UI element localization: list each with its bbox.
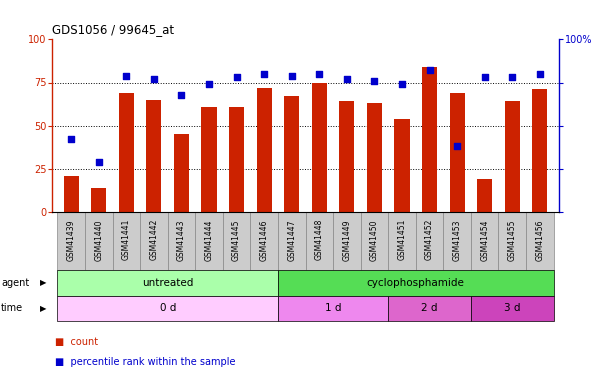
Bar	[471, 212, 499, 270]
Bar	[312, 82, 327, 212]
Bar	[532, 89, 547, 212]
Bar	[196, 212, 223, 270]
Bar	[360, 212, 388, 270]
Text: GSM41448: GSM41448	[315, 219, 324, 261]
Bar	[223, 212, 251, 270]
Bar	[499, 212, 526, 270]
Point	[425, 68, 434, 74]
Bar	[284, 96, 299, 212]
Bar	[526, 212, 554, 270]
Bar	[85, 212, 112, 270]
Point	[535, 71, 544, 77]
Text: ■  count: ■ count	[55, 337, 98, 346]
Bar	[394, 119, 409, 212]
Bar	[278, 296, 388, 321]
Text: ▶: ▶	[40, 304, 46, 313]
Text: ▶: ▶	[40, 278, 46, 287]
Text: GSM41445: GSM41445	[232, 219, 241, 261]
Bar	[229, 106, 244, 212]
Point	[315, 71, 324, 77]
Text: 2 d: 2 d	[421, 303, 437, 313]
Bar	[477, 179, 492, 212]
Bar	[415, 212, 444, 270]
Text: GDS1056 / 99645_at: GDS1056 / 99645_at	[52, 22, 174, 36]
Text: cyclophosphamide: cyclophosphamide	[367, 278, 465, 288]
Bar	[174, 134, 189, 212]
Text: GSM41440: GSM41440	[94, 219, 103, 261]
Bar	[57, 296, 278, 321]
Bar	[471, 296, 554, 321]
Point	[232, 74, 241, 80]
Bar	[146, 100, 161, 212]
Bar	[333, 212, 360, 270]
Text: GSM41453: GSM41453	[453, 219, 461, 261]
Text: GSM41450: GSM41450	[370, 219, 379, 261]
Point	[342, 76, 352, 82]
Bar	[388, 296, 471, 321]
Bar	[57, 270, 278, 296]
Text: untreated: untreated	[142, 278, 193, 288]
Bar	[278, 270, 554, 296]
Bar	[119, 93, 134, 212]
Point	[452, 143, 462, 149]
Bar	[57, 212, 85, 270]
Text: GSM41443: GSM41443	[177, 219, 186, 261]
Text: GSM41455: GSM41455	[508, 219, 517, 261]
Text: GSM41439: GSM41439	[67, 219, 76, 261]
Bar	[91, 188, 106, 212]
Point	[122, 73, 131, 79]
Point	[204, 81, 214, 87]
Text: GSM41449: GSM41449	[342, 219, 351, 261]
Point	[177, 92, 186, 98]
Bar	[251, 212, 278, 270]
Point	[149, 76, 159, 82]
Bar	[444, 212, 471, 270]
Point	[397, 81, 407, 87]
Text: GSM41441: GSM41441	[122, 219, 131, 261]
Bar	[388, 212, 415, 270]
Bar	[339, 102, 354, 212]
Text: 3 d: 3 d	[504, 303, 521, 313]
Text: agent: agent	[1, 278, 29, 288]
Bar	[306, 212, 333, 270]
Text: 0 d: 0 d	[159, 303, 176, 313]
Point	[259, 71, 269, 77]
Bar	[450, 93, 465, 212]
Point	[507, 74, 517, 80]
Point	[94, 159, 104, 165]
Point	[67, 136, 76, 142]
Bar	[140, 212, 167, 270]
Bar	[167, 212, 196, 270]
Bar	[278, 212, 306, 270]
Bar	[505, 102, 520, 212]
Text: GSM41444: GSM41444	[205, 219, 213, 261]
Text: 1 d: 1 d	[325, 303, 342, 313]
Point	[370, 78, 379, 84]
Text: GSM41456: GSM41456	[535, 219, 544, 261]
Text: GSM41447: GSM41447	[287, 219, 296, 261]
Text: GSM41446: GSM41446	[260, 219, 269, 261]
Point	[480, 74, 489, 80]
Bar	[64, 176, 79, 212]
Point	[287, 73, 296, 79]
Text: GSM41442: GSM41442	[150, 219, 158, 261]
Bar	[202, 106, 217, 212]
Text: time: time	[1, 303, 23, 313]
Bar	[112, 212, 140, 270]
Bar	[257, 88, 272, 212]
Bar	[422, 67, 437, 212]
Bar	[367, 103, 382, 212]
Text: GSM41451: GSM41451	[398, 219, 406, 261]
Text: GSM41452: GSM41452	[425, 219, 434, 261]
Text: ■  percentile rank within the sample: ■ percentile rank within the sample	[55, 357, 235, 367]
Text: GSM41454: GSM41454	[480, 219, 489, 261]
